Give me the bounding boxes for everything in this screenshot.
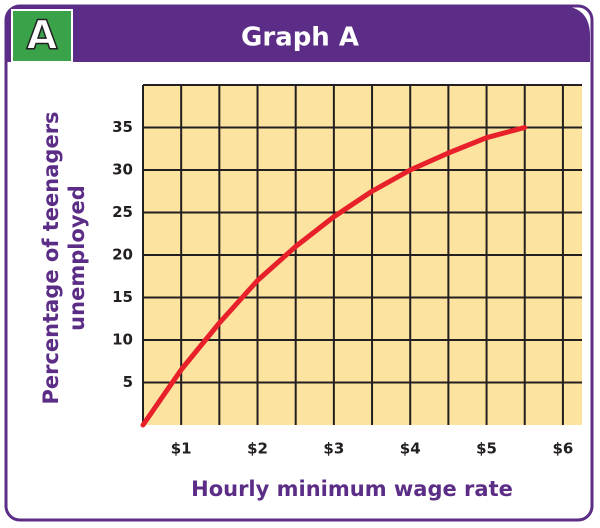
x-tick-label: $6	[552, 440, 573, 458]
x-tick-label: $1	[171, 440, 192, 458]
y-tick-label: 30	[112, 161, 133, 179]
header-bar	[6, 6, 590, 62]
y-tick-label: 25	[112, 203, 133, 221]
x-tick-label: $5	[476, 440, 497, 458]
badge	[11, 9, 73, 63]
chart-title: Graph A	[241, 23, 359, 53]
x-tick-label: $3	[323, 440, 344, 458]
y-tick-label: 5	[123, 373, 133, 391]
y-axis-title: Percentage of teenagers	[39, 111, 63, 404]
badge-text: A	[27, 13, 58, 59]
y-tick-label: 10	[112, 331, 133, 349]
y-axis-title: unemployed	[65, 185, 89, 331]
y-tick-label: 20	[112, 246, 133, 264]
y-tick-label: 35	[112, 118, 133, 136]
x-tick-label: $2	[247, 440, 268, 458]
x-tick-label: $4	[400, 440, 421, 458]
y-tick-label: 15	[112, 288, 133, 306]
line	[140, 125, 528, 428]
x-axis-title: Hourly minimum wage rate	[191, 477, 513, 501]
plot: $1 $2 $3 $4 $5 $6 5 10 15 20 25 30 35	[112, 84, 582, 458]
